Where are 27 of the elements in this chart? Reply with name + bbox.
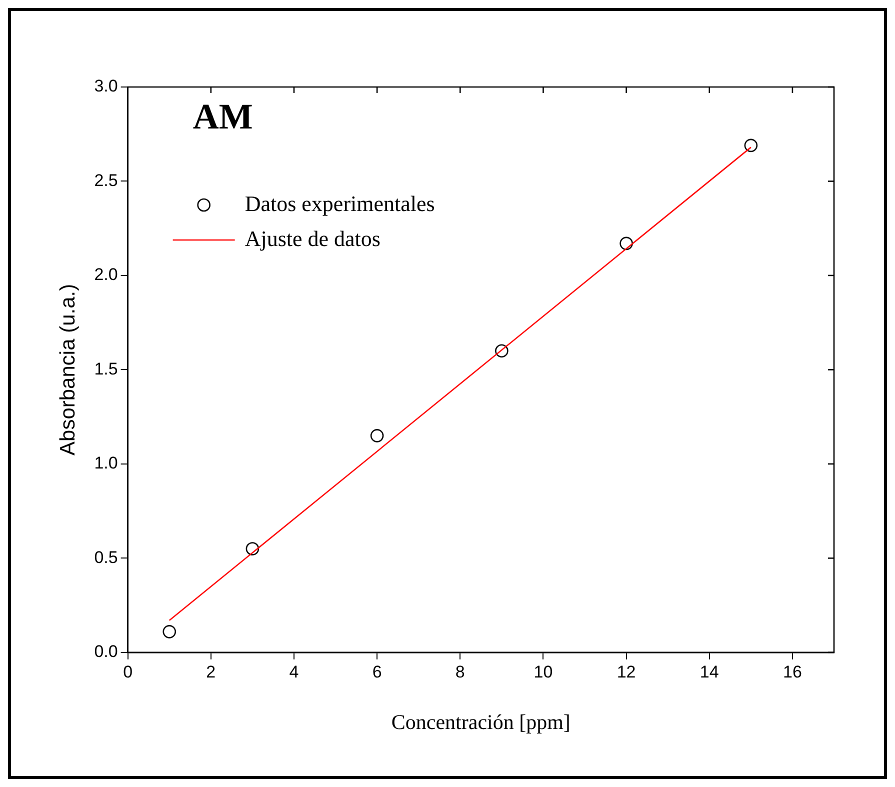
point xyxy=(620,236,633,250)
x-tick-label: 10 xyxy=(534,662,553,682)
x-tick-label: 8 xyxy=(455,662,465,682)
x-tick-label: 4 xyxy=(289,662,299,682)
y-tick-label: 0.0 xyxy=(94,642,118,662)
point xyxy=(495,344,508,358)
point xyxy=(744,138,758,152)
legend-label: Datos experimentales xyxy=(244,190,435,216)
point xyxy=(370,429,384,442)
y-tick-label: 2.5 xyxy=(94,170,118,190)
y-tick-label: 2.0 xyxy=(94,265,118,284)
x-tick-label: 14 xyxy=(700,662,719,682)
x-tick-label: 2 xyxy=(206,662,216,682)
x-tick-label: 6 xyxy=(372,662,382,682)
point xyxy=(162,625,176,638)
y-tick-label: 1.5 xyxy=(94,359,118,378)
x-tick-label: 0 xyxy=(123,662,133,682)
chart-title: AM xyxy=(192,96,253,136)
y-tick-label: 0.5 xyxy=(94,548,118,567)
y-tick-label: 3.0 xyxy=(94,76,118,96)
point xyxy=(246,542,260,556)
x-axis-title: Concentración [ppm] xyxy=(391,710,570,734)
x-tick-label: 16 xyxy=(783,662,802,682)
x-tick-label: 12 xyxy=(616,662,636,682)
y-axis-title: Absorbancia (u.a.) xyxy=(56,284,80,456)
legend-label: Ajuste de datos xyxy=(244,226,380,251)
y-tick-label: 1.0 xyxy=(94,454,118,473)
